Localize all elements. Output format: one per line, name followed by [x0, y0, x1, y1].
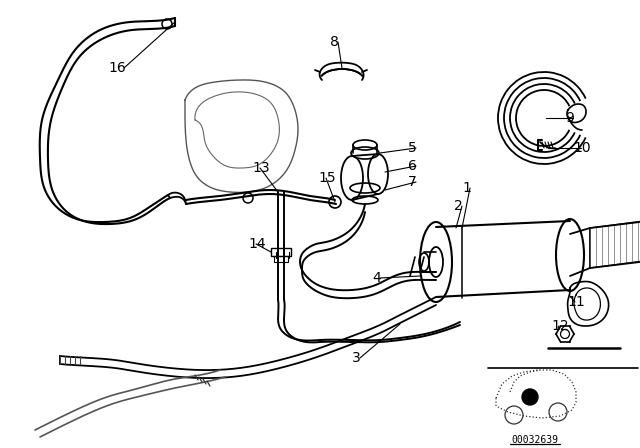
Text: 10: 10 — [573, 141, 591, 155]
Text: 13: 13 — [252, 161, 269, 175]
Text: 2: 2 — [454, 199, 463, 213]
Bar — [271, 248, 291, 256]
Text: 9: 9 — [565, 111, 574, 125]
Text: 14: 14 — [248, 237, 266, 251]
Text: 3: 3 — [352, 351, 361, 365]
Text: 8: 8 — [330, 35, 339, 49]
Bar — [274, 256, 288, 262]
Text: 15: 15 — [318, 171, 335, 185]
Text: 16: 16 — [108, 61, 125, 75]
Text: 6: 6 — [408, 159, 417, 173]
Circle shape — [522, 389, 538, 405]
Text: 7: 7 — [408, 175, 417, 189]
Text: 5: 5 — [408, 141, 417, 155]
Text: 1: 1 — [462, 181, 471, 195]
Text: 12: 12 — [551, 319, 568, 333]
Text: 4: 4 — [372, 271, 381, 285]
Text: 11: 11 — [567, 295, 585, 309]
Text: 00032639: 00032639 — [511, 435, 559, 445]
